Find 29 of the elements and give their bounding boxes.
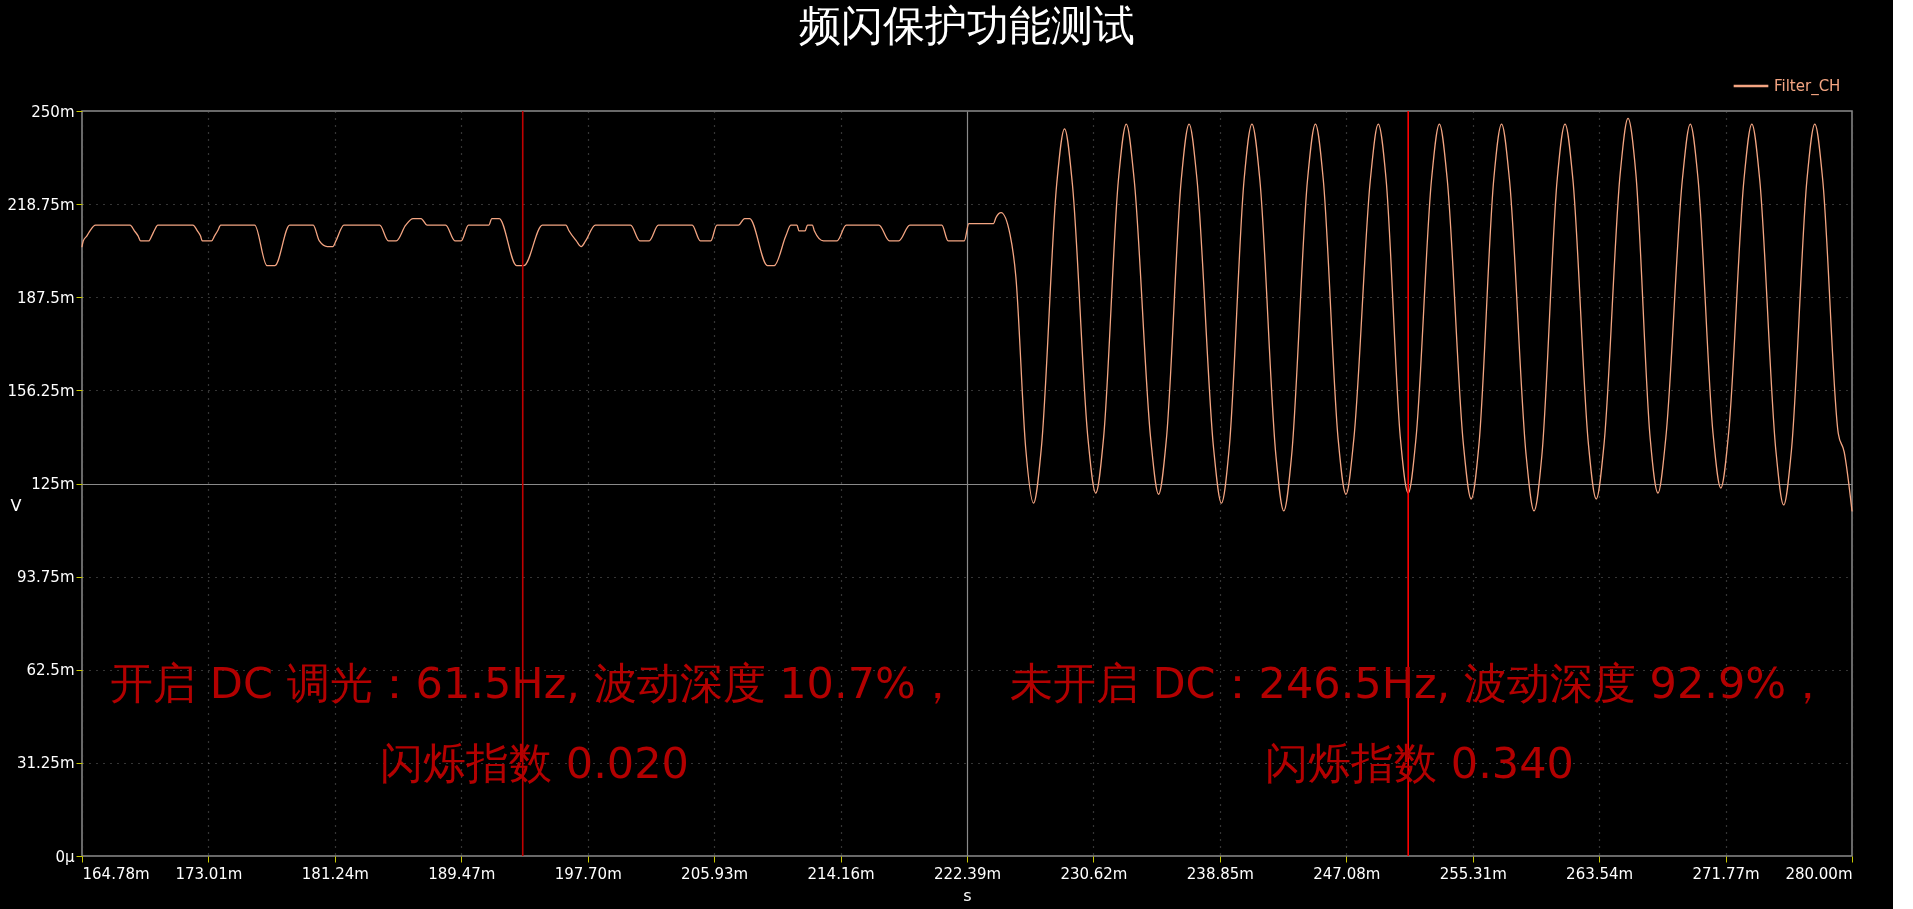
- x-tick-label: 222.39m: [933, 864, 1002, 883]
- line-series: [81, 117, 1853, 512]
- x-tick-label: 238.85m: [1186, 864, 1254, 883]
- x-tick-label: 230.62m: [1060, 864, 1128, 883]
- x-tick-label: 173.01m: [175, 864, 243, 883]
- x-tick-label: 214.16m: [807, 864, 875, 883]
- y-tick-label: 93.75m: [16, 568, 75, 587]
- x-tick-label: 263.54m: [1566, 864, 1634, 883]
- y-axis-title: V: [10, 496, 22, 515]
- x-tick-label: 164.78m: [82, 864, 150, 883]
- y-tick-label: 250m: [31, 102, 75, 121]
- x-tick-label: 189.47m: [428, 864, 496, 883]
- x-tick-label: 181.24m: [301, 864, 369, 883]
- y-tick-label: 31.25m: [16, 754, 75, 773]
- x-tick-label: 197.70m: [554, 864, 622, 883]
- y-tick-label: 187.5m: [16, 288, 75, 307]
- x-tick-label: 271.77m: [1692, 864, 1760, 883]
- y-tick-label: 62.5m: [26, 661, 75, 680]
- legend-label: Filter_CH: [1774, 77, 1841, 96]
- chart-title: 频闪保护功能测试: [799, 1, 1135, 50]
- x-tick-label: 247.08m: [1313, 864, 1381, 883]
- x-tick-label: 280.00m: [1785, 864, 1853, 883]
- y-tick-label: 0μ: [55, 847, 75, 866]
- x-axis-title: s: [963, 885, 972, 905]
- x-tick-label: 255.31m: [1439, 864, 1507, 883]
- y-tick-label: 156.25m: [7, 381, 75, 400]
- y-tick-label: 218.75m: [7, 195, 75, 214]
- y-tick-label: 125m: [31, 475, 75, 493]
- x-tick-label: 205.93m: [681, 864, 749, 883]
